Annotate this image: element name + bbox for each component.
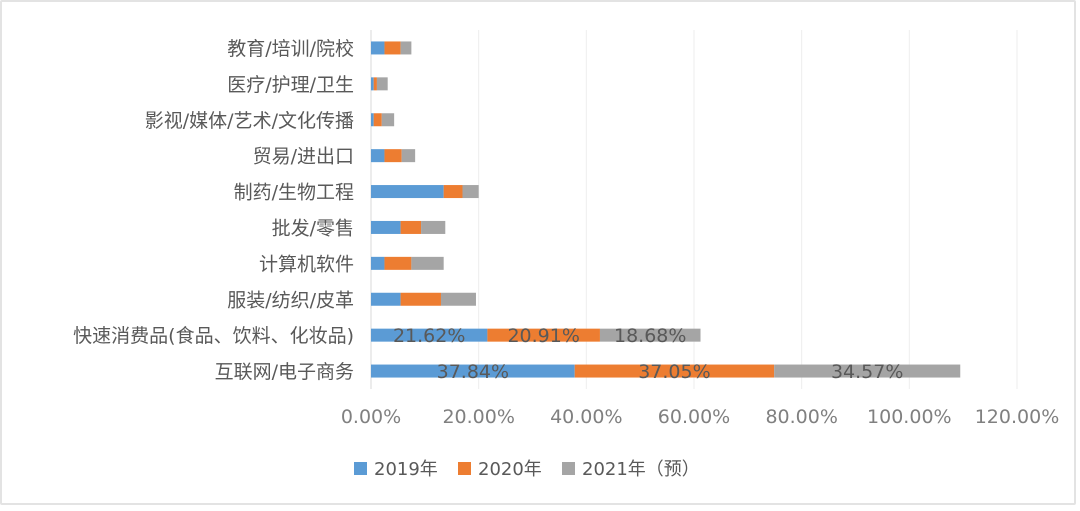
data-label: 18.68% [614, 325, 686, 347]
legend-item: 2019年 [354, 459, 438, 480]
legend-swatch [458, 462, 471, 475]
bar-segment-2 [574, 364, 775, 378]
data-label: 37.05% [638, 361, 710, 383]
legend-item: 2020年 [458, 459, 542, 480]
legend-swatch [562, 462, 575, 475]
bars [371, 41, 961, 378]
data-label: 20.91% [507, 325, 579, 347]
legend-item: 2021年（预） [562, 459, 700, 480]
category-labels: 互联网/电子商务 快速消费品(食品、饮料、化妆品) 服装/纺织/皮革 计算机软件 批发/… [73, 38, 354, 383]
legend-label: 2020年 [478, 459, 542, 480]
bar-segment-2 [400, 220, 422, 234]
bar-segment-1 [371, 185, 444, 199]
data-label: 34.57% [831, 361, 903, 383]
data-labels: 37.84% 37.05% 34.57% 21.62% 20.91% 18.68% [393, 325, 903, 383]
category-label: 教育/培训/院校 [227, 38, 354, 60]
bar-segment-3 [381, 113, 395, 127]
bar-segment-2 [487, 328, 600, 342]
bar-segment-2 [373, 113, 382, 127]
x-tick-label: 40.00% [550, 406, 622, 428]
category-label: 快速消费品(食品、饮料、化妆品) [73, 325, 354, 347]
x-tick-label: 0.00% [341, 406, 401, 428]
category-label: 影视/媒体/艺术/文化传播 [145, 110, 354, 132]
x-tick-label: 120.00% [975, 406, 1060, 428]
legend: 2019年 2020年 2021年（预） [354, 459, 700, 480]
bar-segment-3 [400, 41, 412, 55]
bar-segment-1 [371, 41, 385, 55]
bar-segment-2 [384, 149, 402, 163]
bar-segment-1 [371, 77, 374, 91]
category-label: 互联网/电子商务 [215, 361, 354, 383]
bar-segment-3 [599, 328, 701, 342]
bar-segment-1 [371, 292, 401, 306]
bar-segment-1 [371, 256, 385, 270]
bar-segment-2 [384, 256, 412, 270]
data-label: 21.62% [393, 325, 465, 347]
category-label: 服装/纺织/皮革 [227, 289, 354, 311]
data-label: 37.84% [437, 361, 509, 383]
bar-segment-1 [371, 220, 401, 234]
bar-segment-1 [371, 113, 374, 127]
bar-segment-3 [376, 77, 388, 91]
x-axis-ticks: 0.00% 20.00% 40.00% 60.00% 80.00% 100.00% 120.… [341, 406, 1059, 428]
legend-label: 2021年（预） [582, 459, 700, 480]
bar-segment-1 [371, 149, 385, 163]
bar-segment-2 [373, 77, 377, 91]
bar-segment-2 [400, 292, 441, 306]
x-tick-label: 80.00% [765, 406, 837, 428]
bar-segment-3 [440, 292, 476, 306]
bar-segment-3 [774, 364, 961, 378]
bar-segment-3 [421, 220, 446, 234]
bar-segment-1 [371, 328, 488, 342]
category-label: 计算机软件 [259, 253, 354, 275]
x-tick-label: 20.00% [442, 406, 514, 428]
category-label: 贸易/进出口 [253, 146, 354, 168]
gridlines [370, 30, 1018, 389]
x-tick-label: 100.00% [867, 406, 952, 428]
category-label: 批发/零售 [272, 217, 354, 239]
bar-segment-3 [401, 149, 416, 163]
bar-segment-3 [462, 185, 479, 199]
category-label: 制药/生物工程 [234, 182, 354, 204]
bar-segment-3 [411, 256, 444, 270]
legend-swatch [354, 462, 367, 475]
bar-segment-1 [371, 364, 575, 378]
category-label: 医疗/护理/卫生 [227, 74, 354, 96]
bar-segment-2 [384, 41, 401, 55]
bar-segment-2 [443, 185, 463, 199]
x-tick-label: 60.00% [658, 406, 730, 428]
legend-label: 2019年 [374, 459, 438, 480]
